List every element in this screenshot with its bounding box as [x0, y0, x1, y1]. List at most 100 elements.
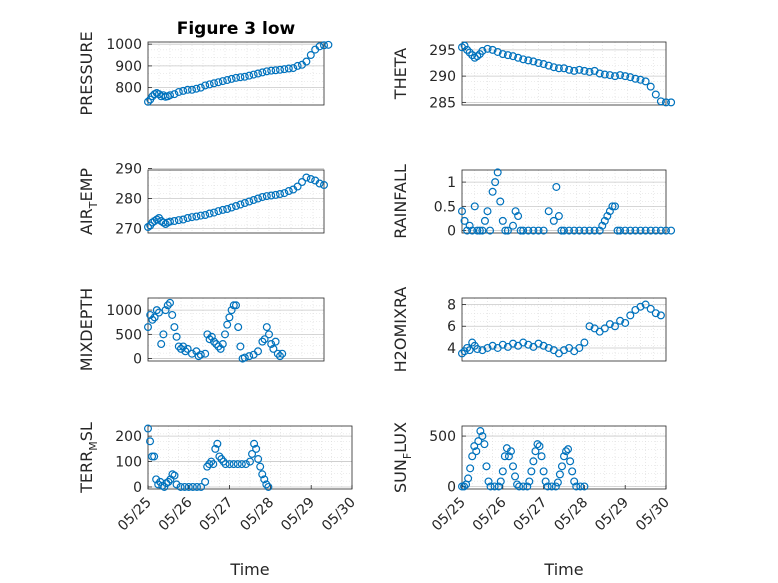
data-point	[163, 301, 172, 310]
data-point	[144, 97, 153, 106]
data-point	[543, 482, 552, 491]
data-point	[240, 199, 249, 208]
data-point	[613, 226, 622, 235]
x-tick-label: 05/29	[592, 495, 632, 535]
y-axis-label: AIRTEMP	[77, 168, 100, 235]
data-point	[161, 220, 170, 229]
data-point	[203, 330, 212, 339]
data-point	[267, 66, 276, 75]
data-point	[188, 213, 197, 222]
data-point	[249, 70, 258, 79]
data-point	[585, 322, 594, 331]
data-point	[232, 202, 241, 211]
data-point	[483, 207, 492, 216]
data-point	[482, 462, 491, 471]
data-point	[631, 226, 640, 235]
y-tick-label: 1000	[106, 303, 142, 319]
data-point	[458, 207, 467, 216]
chart-title: Figure 3 low	[177, 19, 296, 39]
data-point	[265, 330, 274, 339]
data-point	[554, 212, 563, 221]
data-point	[559, 64, 568, 73]
axes-box	[147, 41, 325, 106]
data-point	[144, 424, 153, 433]
data-point	[600, 70, 609, 79]
y-tick-label: 290	[115, 162, 142, 178]
data-point	[164, 477, 173, 486]
data-point	[500, 452, 509, 461]
data-point	[205, 209, 214, 218]
data-point	[196, 83, 205, 92]
data-point	[201, 211, 210, 220]
data-point	[534, 58, 543, 67]
data-point	[641, 300, 650, 309]
data-point	[470, 202, 479, 211]
data-point	[524, 340, 533, 349]
data-point	[524, 56, 533, 65]
data-point	[610, 72, 619, 81]
data-point	[232, 301, 241, 310]
y-tick-label: 0	[133, 352, 142, 368]
data-point	[504, 452, 513, 461]
data-point	[509, 462, 518, 471]
data-point	[214, 207, 223, 216]
data-point	[229, 301, 238, 310]
data-point	[580, 226, 589, 235]
data-point	[646, 304, 655, 313]
data-point	[534, 226, 543, 235]
data-point	[496, 197, 505, 206]
data-point	[667, 226, 676, 235]
data-point	[157, 340, 166, 349]
data-point	[214, 342, 223, 351]
data-point	[646, 82, 655, 91]
data-point	[610, 322, 619, 331]
data-point	[215, 452, 224, 461]
data-point	[523, 482, 532, 491]
data-point	[183, 344, 192, 353]
y-tick-label: 100	[115, 455, 142, 471]
axes-box	[147, 425, 353, 490]
data-point	[534, 339, 543, 348]
data-point	[227, 203, 236, 212]
data-point	[205, 460, 214, 469]
y-tick-label: 295	[429, 43, 456, 59]
data-point	[250, 439, 259, 448]
data-point	[514, 212, 523, 221]
data-point	[227, 306, 236, 315]
data-point	[256, 462, 265, 471]
data-point	[568, 467, 577, 476]
x-tick-label: 05/25	[429, 495, 469, 535]
x-tick-label: 05/30	[319, 495, 359, 535]
data-point	[234, 323, 243, 332]
data-point	[155, 90, 164, 99]
data-point	[559, 226, 568, 235]
data-point	[174, 87, 183, 96]
data-point	[494, 482, 503, 491]
data-point	[180, 482, 189, 491]
data-point	[524, 226, 533, 235]
data-point	[478, 226, 487, 235]
data-point	[254, 69, 263, 78]
data-point	[236, 342, 245, 351]
data-point	[656, 97, 665, 106]
data-point	[486, 226, 495, 235]
data-point	[519, 338, 528, 347]
data-point	[183, 214, 192, 223]
y-axis-label: H2OMIXRA	[391, 287, 410, 373]
data-point	[289, 64, 298, 73]
data-point	[236, 73, 245, 82]
data-point	[465, 48, 474, 57]
data-point	[192, 212, 201, 221]
data-point	[525, 477, 534, 486]
data-point	[519, 482, 528, 491]
data-point	[258, 337, 267, 346]
data-point	[223, 76, 232, 85]
data-point	[549, 216, 558, 225]
y-tick-label: 270	[115, 222, 142, 238]
data-point	[245, 197, 254, 206]
y-tick-label: 500	[429, 429, 456, 445]
data-point	[460, 41, 469, 50]
subplot-2: 285 290 295 THETA	[391, 41, 676, 111]
data-point	[533, 440, 542, 449]
